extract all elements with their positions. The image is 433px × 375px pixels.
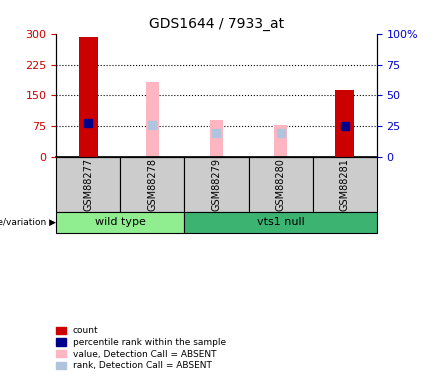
- Text: GSM88278: GSM88278: [147, 158, 158, 211]
- Bar: [313, 157, 377, 212]
- Text: vts1 null: vts1 null: [257, 217, 304, 227]
- Legend: count, percentile rank within the sample, value, Detection Call = ABSENT, rank, : count, percentile rank within the sample…: [56, 326, 226, 370]
- Bar: [56, 157, 120, 212]
- Text: genotype/variation ▶: genotype/variation ▶: [0, 217, 56, 226]
- Bar: [79, 37, 98, 157]
- Bar: [184, 211, 377, 232]
- Text: GSM88280: GSM88280: [275, 158, 286, 211]
- Bar: [184, 157, 249, 212]
- Title: GDS1644 / 7933_at: GDS1644 / 7933_at: [149, 17, 284, 32]
- Bar: [274, 125, 287, 157]
- Bar: [249, 157, 313, 212]
- Text: GSM88277: GSM88277: [83, 158, 94, 211]
- Text: wild type: wild type: [95, 217, 146, 227]
- Text: GSM88281: GSM88281: [339, 158, 350, 211]
- Bar: [56, 211, 184, 232]
- Bar: [335, 90, 354, 157]
- Text: GSM88279: GSM88279: [211, 158, 222, 211]
- Bar: [120, 157, 184, 212]
- Bar: [210, 120, 223, 157]
- Bar: [146, 82, 159, 157]
